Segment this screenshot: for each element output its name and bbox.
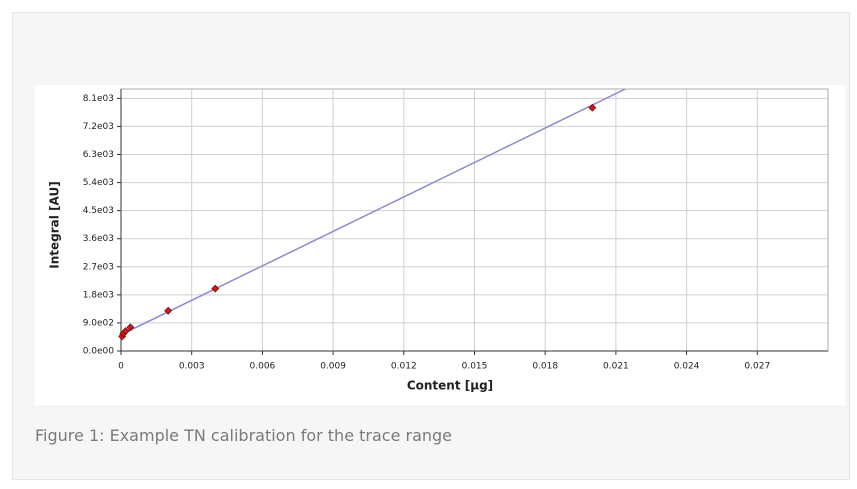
y-tick-label: 4.5e03: [83, 206, 114, 216]
y-tick-label: 2.7e03: [83, 262, 114, 272]
x-axis-title: Content [µg]: [407, 379, 493, 393]
x-tick-label: 0.027: [744, 362, 770, 372]
figure-caption: Figure 1: Example TN calibration for the…: [35, 426, 453, 445]
x-tick-label: 0.024: [674, 362, 700, 372]
data-point: [211, 284, 220, 293]
y-tick-label: 7.2e03: [83, 122, 114, 132]
y-tick-label: 1.8e03: [83, 290, 114, 300]
y-tick-label: 5.4e03: [83, 178, 114, 188]
y-tick-label: 9.0e02: [83, 318, 114, 328]
x-tick-label: 0.003: [179, 362, 205, 372]
x-tick-label: 0.006: [250, 362, 276, 372]
x-tick-label: 0.009: [320, 362, 346, 372]
x-tick-label: 0.015: [462, 362, 488, 372]
data-point: [164, 306, 173, 315]
data-point: [121, 327, 130, 335]
y-tick-label: 0.0e00: [83, 347, 115, 357]
chart: Content [µg] Integral [AU] 0 0.003 0.006 0.…: [35, 85, 845, 405]
data-point: [588, 103, 597, 112]
data-point: [126, 323, 135, 332]
y-tick-label: 8.1e03: [83, 94, 114, 104]
x-tick-label: 0.012: [391, 362, 417, 372]
fit-line: [121, 89, 626, 336]
y-tick-label: 3.6e03: [83, 234, 114, 244]
x-tick-label: 0.021: [603, 362, 629, 372]
y-tick-label: 6.3e03: [83, 150, 114, 160]
y-axis-title: Integral [AU]: [48, 181, 62, 268]
x-tick-label: 0.018: [532, 362, 558, 372]
x-tick-label: 0: [118, 362, 124, 372]
